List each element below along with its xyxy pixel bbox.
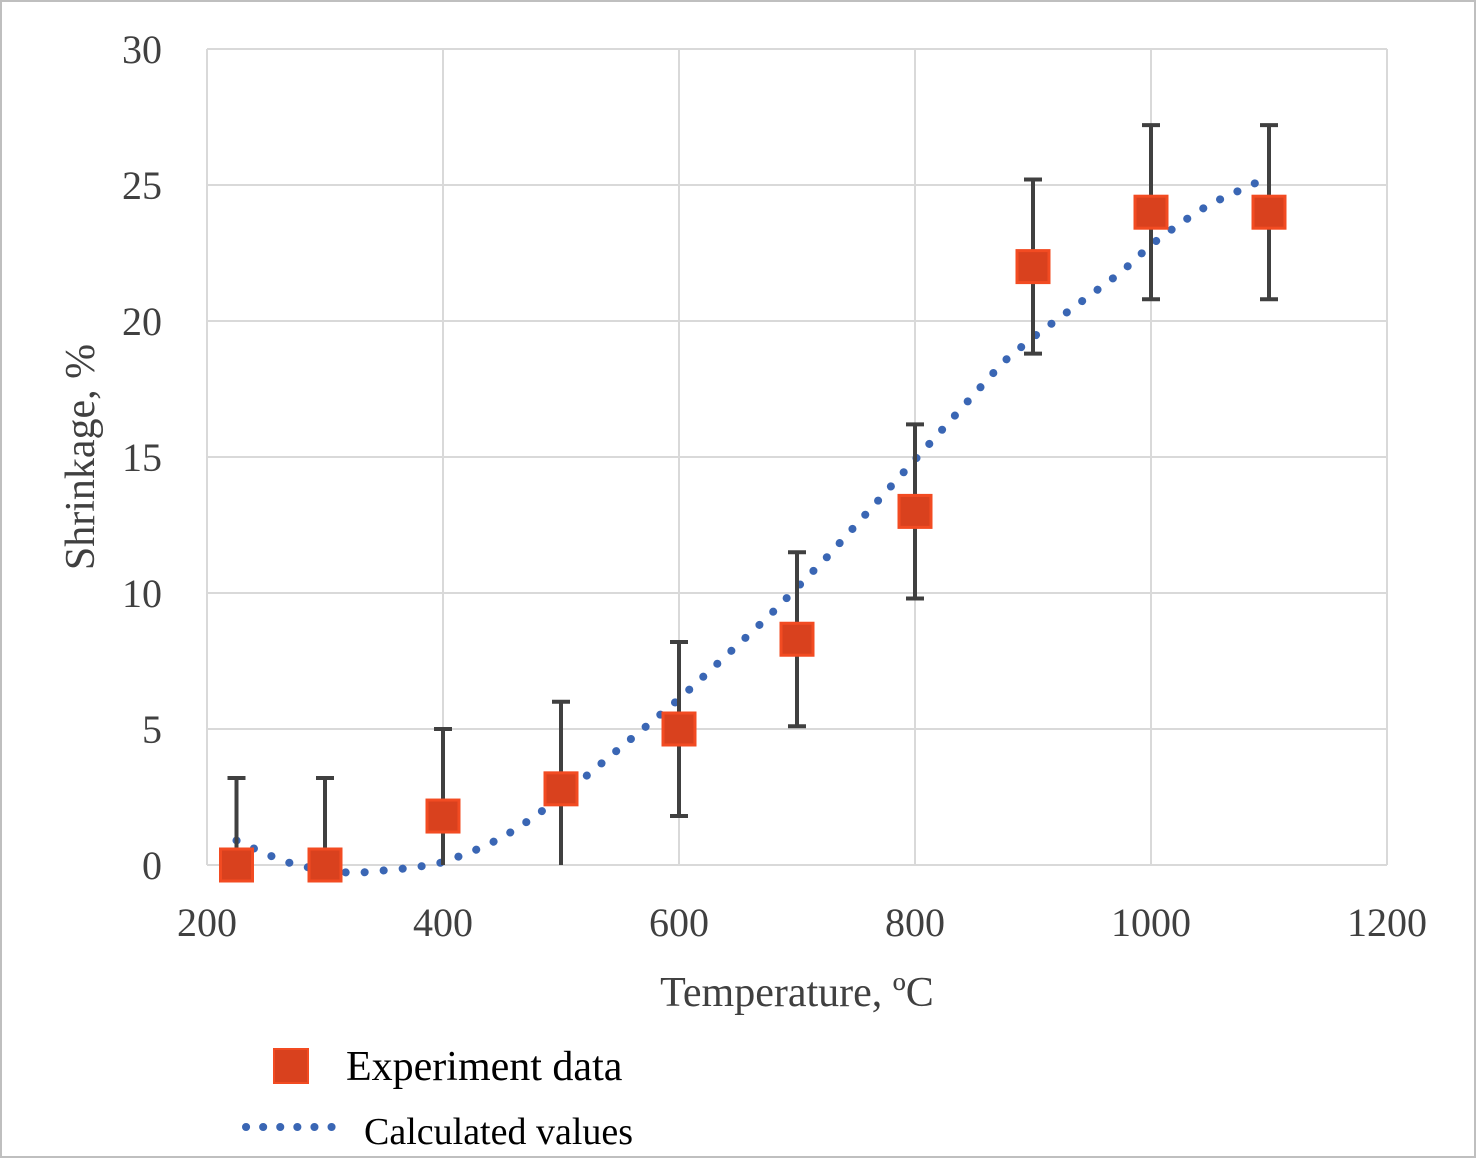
y-tick-label: 5 — [142, 707, 162, 752]
legend-label-calculated: Calculated values — [364, 1111, 633, 1153]
x-tick-label: 600 — [649, 900, 709, 945]
x-axis-label: Temperature, ºC — [660, 970, 934, 1016]
x-tick-label: 800 — [885, 900, 945, 945]
y-tick-label: 20 — [122, 299, 162, 344]
y-tick-label: 25 — [122, 163, 162, 208]
legend-marker-experiment — [273, 1048, 309, 1084]
x-tick-label: 400 — [413, 900, 473, 945]
x-tick-label: 1200 — [1347, 900, 1427, 945]
experiment-data-point — [543, 771, 579, 807]
x-tick-label: 1000 — [1111, 900, 1191, 945]
experiment-data-point — [897, 493, 933, 529]
experiment-data-point — [219, 847, 254, 883]
experiment-data-point — [1015, 249, 1051, 285]
y-tick-label: 15 — [122, 435, 162, 480]
experiment-data-point — [779, 621, 815, 657]
experiment-data-point — [425, 798, 461, 834]
calculated-line — [232, 172, 1273, 878]
experiment-markers — [219, 194, 1287, 883]
y-tick-label: 10 — [122, 571, 162, 616]
experiment-data-point — [661, 711, 697, 747]
y-axis-label: Shrinkage, % — [58, 344, 104, 570]
y-tick-label: 0 — [142, 843, 162, 888]
y-tick-label: 30 — [122, 27, 162, 72]
tick-labels: 0 5 10 15 20 25 30 200 400 600 800 1000 1200 — [122, 27, 1427, 945]
legend-label-experiment: Experiment data — [346, 1044, 623, 1090]
grid — [206, 48, 1388, 866]
experiment-data-point — [1251, 194, 1287, 230]
calculated-values-series — [232, 172, 1273, 878]
legend: Experiment data Calculated values — [242, 1044, 633, 1153]
experiment-data-point — [1133, 194, 1169, 230]
experiment-data-point — [307, 847, 343, 883]
error-bar — [434, 727, 452, 865]
x-tick-label: 200 — [177, 900, 237, 945]
error-bars — [227, 123, 1278, 865]
